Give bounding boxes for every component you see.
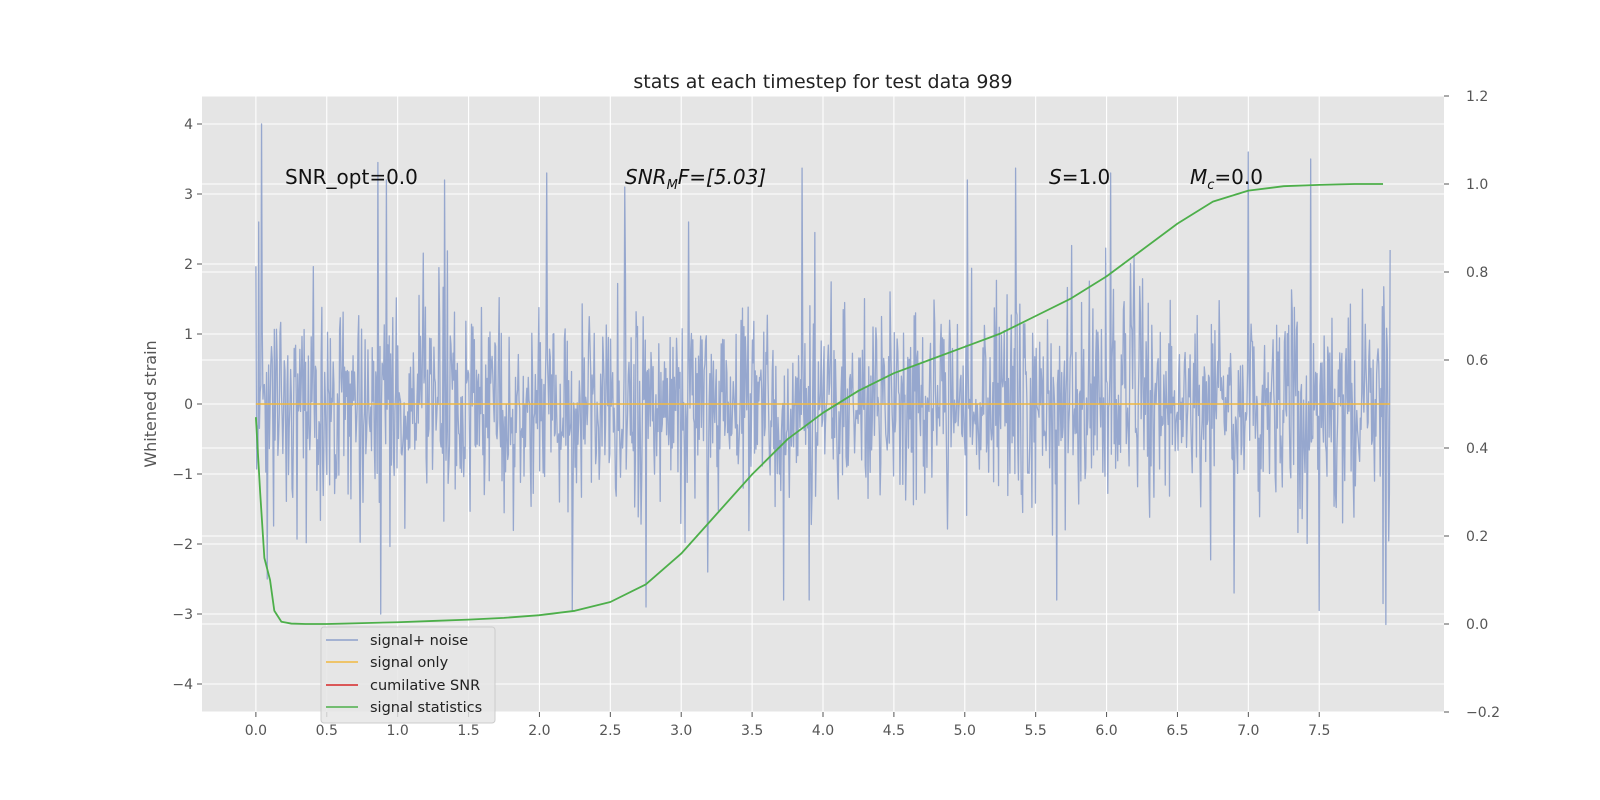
y2-tick-label: 0.0 [1466, 617, 1488, 633]
y-tick-label: 2 [184, 257, 193, 273]
annotations: SNR_opt=0.0 SNRMF=[5.03] S=1.0 Mc=0.0 [285, 165, 1263, 193]
annotation-s-main: S [1049, 165, 1062, 189]
annotation-mc-rest: =0.0 [1214, 165, 1263, 189]
x-tick-label: 6.5 [1166, 723, 1188, 739]
x-axis: 0.0 0.5 1.0 1.5 2.0 2.5 3.0 3.5 4.0 4.5 5.0 5.5 6.0 6… [245, 712, 1330, 739]
y2-tick-label: 1.0 [1466, 177, 1488, 193]
annotation-snr-mf: SNRMF=[5.03] [625, 165, 766, 193]
x-tick-label: 4.0 [812, 723, 834, 739]
legend-entry-signal-noise: signal+ noise [326, 633, 468, 649]
y-axis-left: 4 3 2 1 0 −1 −2 −3 −4 [172, 117, 202, 693]
legend: signal+ noise signal only cumilative SNR… [320, 626, 496, 724]
x-tick-label: 2.0 [528, 723, 550, 739]
annotation-mc-sub: c [1207, 178, 1214, 193]
y-axis-label: Whitened strain [141, 340, 160, 467]
x-tick-label: 0.0 [245, 723, 267, 739]
x-tick-label: 2.5 [599, 723, 621, 739]
chart-title: stats at each timestep for test data 989 [633, 71, 1012, 93]
y2-tick-label: 0.4 [1466, 441, 1488, 457]
annotation-mc-main: M [1190, 165, 1207, 189]
y2-tick-label: 1.2 [1466, 89, 1488, 105]
y-tick-label: 4 [184, 117, 193, 133]
y2-tick-label: 0.8 [1466, 265, 1488, 281]
x-tick-label: 5.5 [1025, 723, 1047, 739]
x-tick-label: 7.0 [1237, 723, 1259, 739]
y2-tick-label: −0.2 [1466, 705, 1500, 721]
legend-entry-signal-only: signal only [326, 655, 449, 671]
y-tick-label: 0 [184, 397, 193, 413]
annotation-s-rest: =1.0 [1062, 165, 1111, 189]
x-tick-label: 5.0 [954, 723, 976, 739]
y2-tick-label: 0.6 [1466, 353, 1488, 369]
annotation-s: S=1.0 [1049, 165, 1110, 189]
series-line-signal-statistics [254, 183, 1384, 625]
line-series [254, 183, 1391, 625]
y-tick-label: −2 [172, 537, 193, 553]
legend-label-signal-noise: signal+ noise [370, 633, 468, 649]
x-tick-label: 3.0 [670, 723, 692, 739]
signal-noise-series [255, 123, 1391, 626]
y-tick-label: 1 [184, 327, 193, 343]
x-tick-label: 7.5 [1308, 723, 1330, 739]
y-tick-label: −1 [172, 467, 193, 483]
y-tick-label: −4 [172, 677, 193, 693]
x-tick-label: 4.5 [883, 723, 905, 739]
x-tick-label: 6.0 [1095, 723, 1117, 739]
annotation-snr-mf-main: SNR [625, 165, 667, 189]
x-tick-label: 1.5 [457, 723, 479, 739]
series-line-signal-noise [255, 123, 1391, 626]
y2-tick-label: 0.2 [1466, 529, 1488, 545]
x-tick-label: 0.5 [316, 723, 338, 739]
annotation-snr-opt: SNR_opt=0.0 [285, 165, 418, 189]
y-tick-label: 3 [184, 187, 193, 203]
x-tick-label: 3.5 [741, 723, 763, 739]
legend-box [320, 626, 496, 724]
legend-entry-cumilative-snr: cumilative SNR [326, 678, 480, 694]
y-tick-label: −3 [172, 607, 193, 623]
annotation-snr-mf-rest: F=[5.03] [678, 165, 766, 189]
legend-label-signal-only: signal only [370, 655, 449, 671]
x-tick-label: 1.0 [387, 723, 409, 739]
annotation-snr-mf-sub: M [667, 178, 678, 193]
y-axis-right: 1.2 1.0 0.8 0.6 0.4 0.2 0.0 −0.2 [1444, 89, 1500, 721]
annotation-mc: Mc=0.0 [1190, 165, 1263, 193]
legend-entry-signal-statistics: signal statistics [326, 700, 482, 716]
legend-label-cumilative-snr: cumilative SNR [370, 678, 480, 694]
legend-label-signal-statistics: signal statistics [370, 700, 482, 716]
